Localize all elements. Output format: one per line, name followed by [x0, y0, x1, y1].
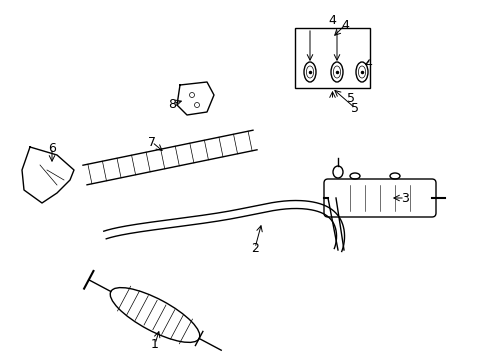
Bar [294, 28, 369, 88]
Text: 1: 1 [151, 338, 159, 351]
Text: 4: 4 [328, 13, 336, 27]
Text: 4: 4 [340, 18, 348, 32]
Text: 5: 5 [350, 102, 358, 114]
Text: 6: 6 [48, 141, 56, 154]
Text: 2: 2 [250, 242, 259, 255]
Text: 8: 8 [168, 98, 176, 111]
Text: 5: 5 [346, 91, 354, 104]
Text: 3: 3 [400, 192, 408, 204]
Text: 7: 7 [148, 135, 156, 149]
